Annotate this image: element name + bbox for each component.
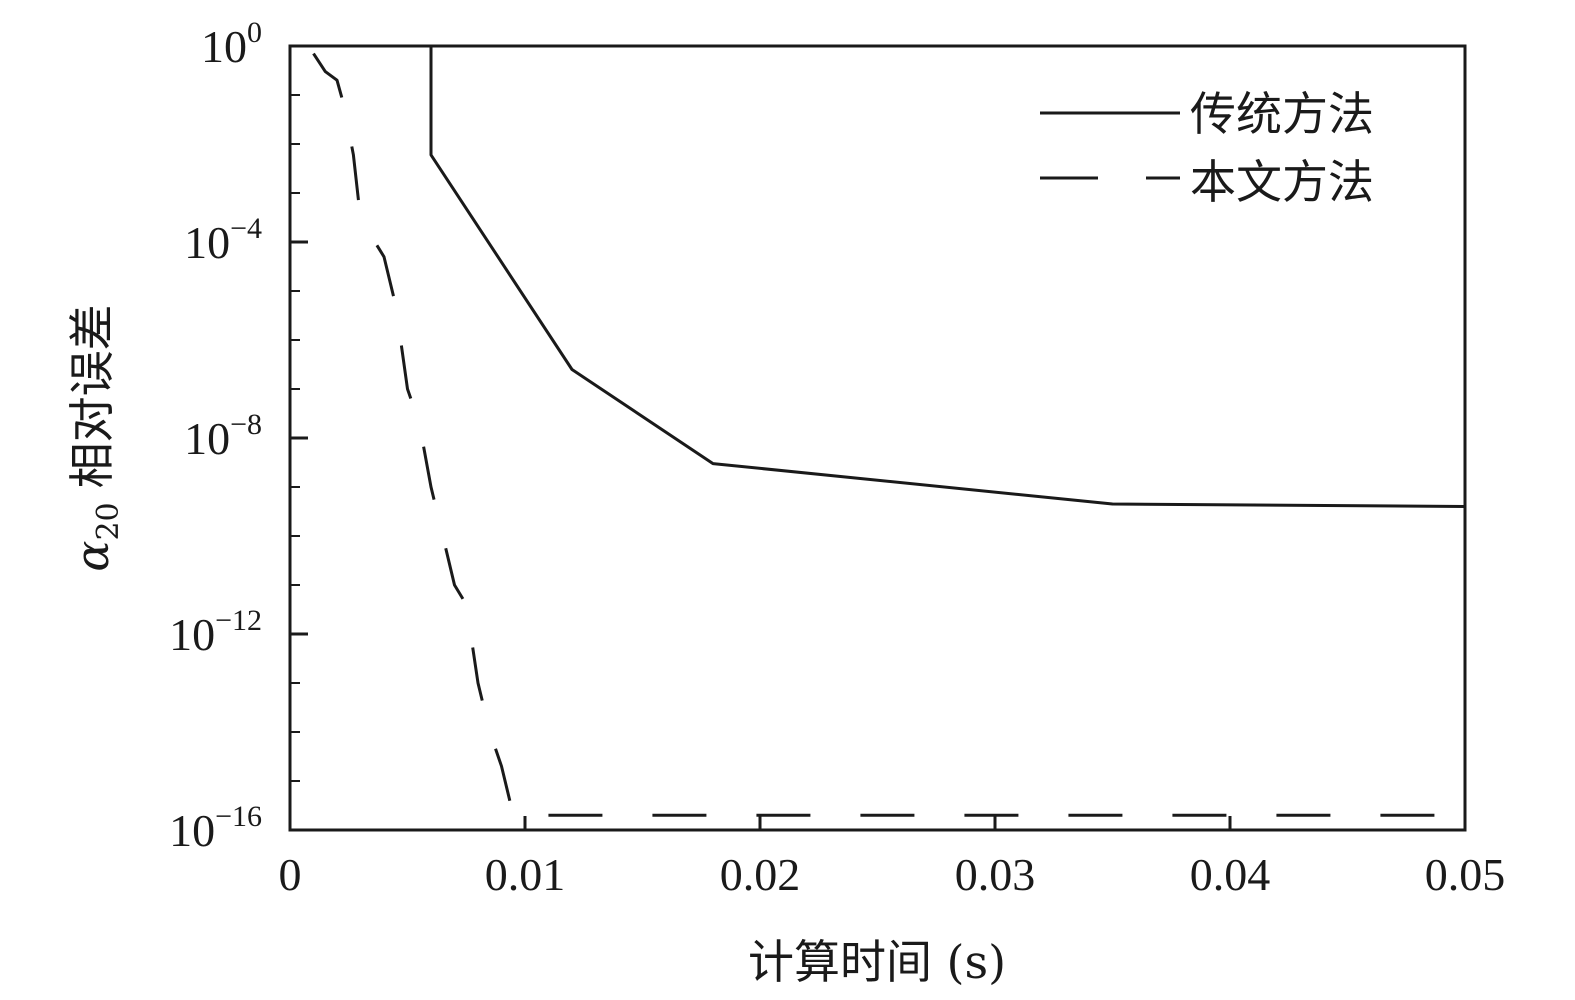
y-tick-label: 10−16 bbox=[169, 800, 262, 856]
x-tick-label: 0.01 bbox=[485, 849, 566, 900]
series-line-traditional bbox=[429, 46, 1466, 508]
y-axis-subscript: 20 bbox=[91, 502, 126, 540]
x-axis-title: 计算时间 (s) bbox=[748, 935, 1006, 989]
y-tick-label: 10−8 bbox=[184, 408, 262, 464]
svg-text:α20相对误差: α20 相对误差 bbox=[65, 304, 126, 571]
y-tick-label: 100 bbox=[201, 16, 262, 72]
y-axis-ticks: 100 10−4 10−8 10−12 10−16 bbox=[169, 16, 308, 856]
legend: 传统方法 本文方法 bbox=[1040, 87, 1374, 209]
y-axis-symbol: α bbox=[65, 541, 119, 572]
series-layer bbox=[312, 46, 1466, 817]
x-tick-label: 0.03 bbox=[955, 849, 1036, 900]
y-axis-label-text: 相对误差 bbox=[65, 304, 119, 488]
minor-tick-marks bbox=[290, 94, 300, 782]
x-tick-label: 0.02 bbox=[720, 849, 801, 900]
legend-label-traditional: 传统方法 bbox=[1190, 87, 1374, 141]
x-tick-label: 0.04 bbox=[1190, 849, 1271, 900]
x-tick-label: 0.05 bbox=[1425, 849, 1506, 900]
x-tick-label: 0 bbox=[279, 849, 302, 900]
y-tick-label: 10−12 bbox=[169, 604, 262, 660]
legend-label-proposed: 本文方法 bbox=[1190, 155, 1374, 209]
y-tick-label: 10−4 bbox=[184, 212, 262, 268]
y-axis-title: α20 相对误差 bbox=[65, 304, 126, 571]
x-axis-ticks: 0 0.01 0.02 0.03 0.04 0.05 bbox=[279, 816, 1506, 900]
